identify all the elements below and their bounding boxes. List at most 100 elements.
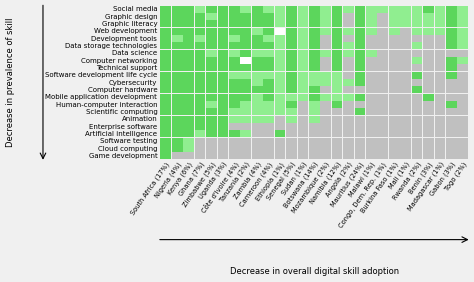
Bar xyxy=(423,65,434,71)
Bar xyxy=(355,138,365,145)
Bar xyxy=(183,138,194,145)
Bar xyxy=(183,13,194,20)
Bar xyxy=(286,116,297,123)
Bar xyxy=(343,65,354,71)
Bar xyxy=(309,153,319,159)
Bar xyxy=(263,13,274,20)
Bar xyxy=(366,94,377,101)
Bar xyxy=(423,87,434,93)
Bar xyxy=(286,50,297,57)
Bar xyxy=(457,20,468,27)
Bar xyxy=(446,131,456,137)
Bar xyxy=(218,145,228,152)
Bar xyxy=(229,65,240,71)
Bar xyxy=(195,20,205,27)
Y-axis label: Decrease in prevalence of skill: Decrease in prevalence of skill xyxy=(6,18,15,147)
Bar xyxy=(298,123,308,130)
Bar xyxy=(400,101,411,108)
Bar xyxy=(423,123,434,130)
Bar xyxy=(366,65,377,71)
Bar xyxy=(183,65,194,71)
Bar xyxy=(218,116,228,123)
Bar xyxy=(206,65,217,71)
Bar xyxy=(206,57,217,64)
Bar xyxy=(435,20,445,27)
Bar xyxy=(286,20,297,27)
Bar xyxy=(355,116,365,123)
Bar xyxy=(240,101,251,108)
Bar xyxy=(457,50,468,57)
Bar xyxy=(446,138,456,145)
Bar xyxy=(377,131,388,137)
Bar xyxy=(355,94,365,101)
Bar xyxy=(229,20,240,27)
Bar xyxy=(240,72,251,79)
Bar xyxy=(286,101,297,108)
Bar xyxy=(457,79,468,86)
Bar xyxy=(263,28,274,35)
Bar xyxy=(343,145,354,152)
Bar xyxy=(309,145,319,152)
Bar xyxy=(286,138,297,145)
Bar xyxy=(377,57,388,64)
Bar xyxy=(446,145,456,152)
Bar xyxy=(400,109,411,115)
Bar xyxy=(332,65,343,71)
Bar xyxy=(366,123,377,130)
Bar xyxy=(172,13,182,20)
Bar xyxy=(309,79,319,86)
Bar xyxy=(377,13,388,20)
Bar xyxy=(320,13,331,20)
Bar xyxy=(206,42,217,49)
Bar xyxy=(274,28,285,35)
Bar xyxy=(252,20,263,27)
Bar xyxy=(218,20,228,27)
Bar xyxy=(218,57,228,64)
Bar xyxy=(172,57,182,64)
Bar xyxy=(435,116,445,123)
Bar xyxy=(252,65,263,71)
Bar xyxy=(274,87,285,93)
Bar xyxy=(412,28,422,35)
Bar xyxy=(457,153,468,159)
Bar xyxy=(229,79,240,86)
Bar xyxy=(435,35,445,42)
Bar xyxy=(286,57,297,64)
Bar xyxy=(218,153,228,159)
Bar xyxy=(195,79,205,86)
Bar xyxy=(400,87,411,93)
Bar xyxy=(343,116,354,123)
Bar xyxy=(457,35,468,42)
Bar xyxy=(206,72,217,79)
Bar xyxy=(172,79,182,86)
Bar xyxy=(309,87,319,93)
Bar xyxy=(412,138,422,145)
Bar xyxy=(274,116,285,123)
Bar xyxy=(286,28,297,35)
Bar xyxy=(435,28,445,35)
Bar xyxy=(366,28,377,35)
Bar xyxy=(195,145,205,152)
Bar xyxy=(457,13,468,20)
Bar xyxy=(206,131,217,137)
Bar xyxy=(320,116,331,123)
Bar xyxy=(161,50,171,57)
Bar xyxy=(446,65,456,71)
Bar xyxy=(206,28,217,35)
Bar xyxy=(240,79,251,86)
Bar xyxy=(366,13,377,20)
Bar xyxy=(423,101,434,108)
Bar xyxy=(320,6,331,13)
Bar xyxy=(343,109,354,115)
Bar xyxy=(446,6,456,13)
Bar xyxy=(286,145,297,152)
Bar xyxy=(355,72,365,79)
Bar xyxy=(229,42,240,49)
Bar xyxy=(206,6,217,13)
Bar xyxy=(320,138,331,145)
Bar xyxy=(435,94,445,101)
Bar xyxy=(457,28,468,35)
Bar xyxy=(218,123,228,130)
Bar xyxy=(309,123,319,130)
Bar xyxy=(252,116,263,123)
